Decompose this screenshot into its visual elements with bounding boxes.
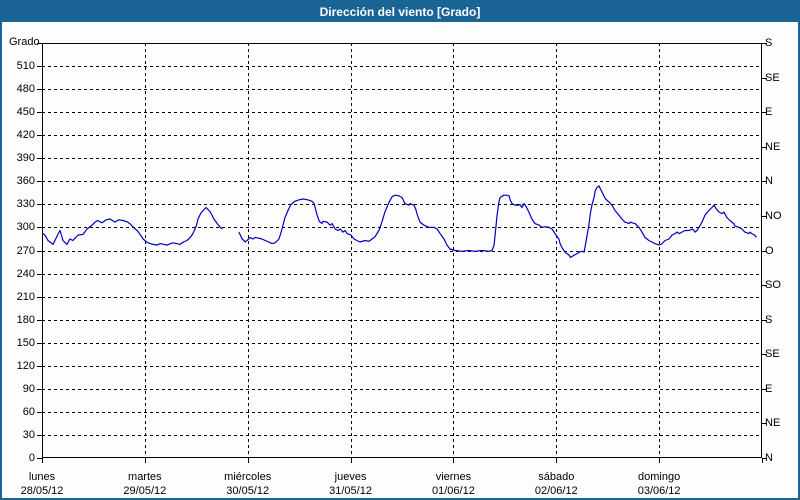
y-axis-label: 480 xyxy=(16,83,35,96)
day-name: domingo xyxy=(638,471,681,483)
y-axis-label: 60 xyxy=(22,405,35,418)
day-name: lunes xyxy=(28,471,56,483)
compass-label: NE xyxy=(765,417,781,430)
day-date: 03/06/12 xyxy=(637,485,681,497)
plot-frame xyxy=(42,43,762,458)
wind-direction-line xyxy=(238,185,757,258)
compass-label: SE xyxy=(765,71,780,84)
compass-label: N xyxy=(765,175,773,188)
compass-label: E xyxy=(765,382,773,395)
page-title: Dirección del viento [Grado] xyxy=(319,5,481,19)
y-axis-label: 120 xyxy=(16,359,35,372)
y-axis-label: 450 xyxy=(16,106,35,119)
x-axis-day-label: lunes 28/05/12 xyxy=(2,470,88,498)
y-axis-label: 510 xyxy=(16,60,35,73)
day-date: 29/05/12 xyxy=(123,485,167,497)
day-date: 01/06/12 xyxy=(432,485,475,497)
y-axis-label: 240 xyxy=(16,267,35,280)
compass-label: S xyxy=(765,37,773,49)
wind-direction-chart xyxy=(37,43,767,463)
day-date: 31/05/12 xyxy=(329,485,372,497)
x-axis-day-label: domingo 03/06/12 xyxy=(613,470,705,498)
x-axis-day-label: martes 29/05/12 xyxy=(99,470,191,498)
compass-label: SO xyxy=(765,279,781,292)
compass-label: S xyxy=(765,313,773,326)
y-axis-label: 30 xyxy=(22,428,35,441)
x-axis-day-label: viernes 01/06/12 xyxy=(407,470,499,498)
day-name: jueves xyxy=(334,471,367,483)
compass-label: SE xyxy=(765,348,780,361)
compass-label: O xyxy=(765,244,774,257)
compass-label: NO xyxy=(765,209,782,222)
compass-label: N xyxy=(765,452,773,464)
y-axis-label: 180 xyxy=(16,313,35,326)
day-name: martes xyxy=(128,471,162,483)
y-axis-label: 330 xyxy=(16,198,35,211)
y-axis-label: 0 xyxy=(28,452,35,464)
y-axis-title: Grado xyxy=(9,36,40,48)
day-name: sábado xyxy=(538,471,575,483)
y-axis-label: 270 xyxy=(16,244,35,257)
x-axis-day-label: jueves 31/05/12 xyxy=(305,470,397,498)
y-axis-label: 360 xyxy=(16,175,35,188)
y-axis-label: 390 xyxy=(16,152,35,165)
wind-direction-line xyxy=(41,206,223,246)
day-name: viernes xyxy=(435,471,472,483)
x-axis-day-label: sábado 02/06/12 xyxy=(510,470,602,498)
y-axis-label: 300 xyxy=(16,221,35,234)
day-name: miércoles xyxy=(224,471,272,483)
day-date: 28/05/12 xyxy=(20,485,64,497)
y-axis-label: 420 xyxy=(16,129,35,142)
compass-label: NE xyxy=(765,140,781,153)
y-axis-label: 210 xyxy=(16,290,35,303)
day-date: 02/06/12 xyxy=(534,485,578,497)
x-axis-day-label: miércoles 30/05/12 xyxy=(202,470,294,498)
day-date: 30/05/12 xyxy=(226,485,270,497)
title-bar: Dirección del viento [Grado] xyxy=(2,2,798,22)
y-axis-label: 150 xyxy=(16,336,35,349)
y-axis-label: 90 xyxy=(22,382,35,395)
compass-label: E xyxy=(765,106,773,119)
